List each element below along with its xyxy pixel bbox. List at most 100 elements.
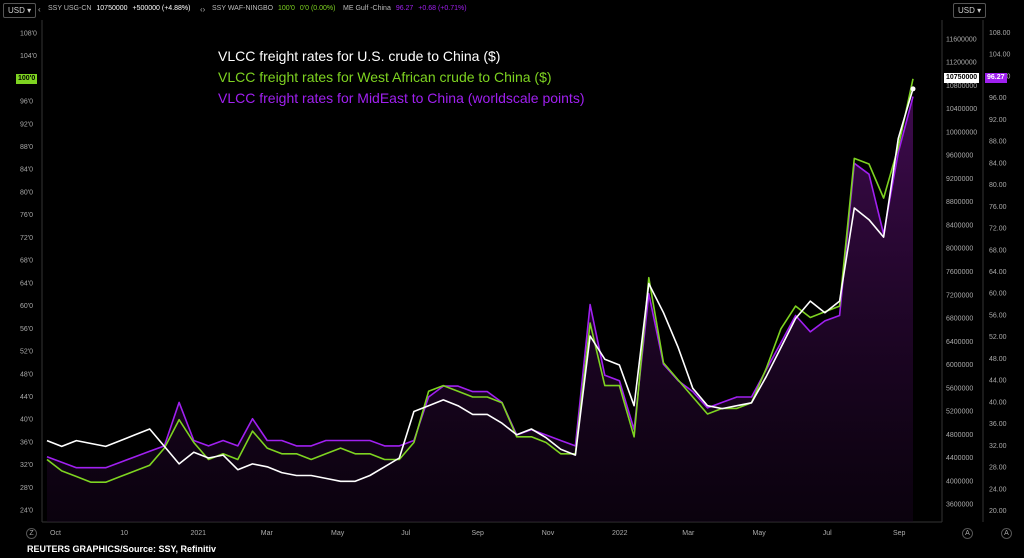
x-axis-tick: Nov xyxy=(542,530,555,537)
left-axis-tick: 28'0 xyxy=(20,485,33,492)
chevron-left-icon[interactable]: ‹ xyxy=(38,5,41,14)
right-axis-1-tick: 8400000 xyxy=(946,222,973,229)
ticker-change: 0'0 (0.00%) xyxy=(299,5,336,12)
right-axis-2-tick: 28.00 xyxy=(989,465,1007,472)
right-axis-2-tick: 32.00 xyxy=(989,443,1007,450)
x-axis-tick: Mar xyxy=(261,530,274,537)
ticker-waf[interactable]: SSY WAF-NINGBO 100'0 0'0 (0.00%) xyxy=(212,5,335,12)
mideast-area xyxy=(47,96,913,522)
left-axis-tick: 84'0 xyxy=(20,167,33,174)
ticker-symbol: ME Gulf -China xyxy=(343,5,391,12)
right-axis-2-tick: 20.00 xyxy=(989,508,1007,515)
right-axis-1-tick: 9200000 xyxy=(946,176,973,183)
right-axis-1-tick: 4800000 xyxy=(946,432,973,439)
left-axis-tick: 48'0 xyxy=(20,371,33,378)
right-axis-1-tick: 5600000 xyxy=(946,385,973,392)
left-axis-tick: 64'0 xyxy=(20,280,33,287)
x-axis-tick: 2022 xyxy=(612,530,628,537)
legend-item-waf: VLCC freight rates for West African crud… xyxy=(218,69,552,85)
x-axis-tick: May xyxy=(331,530,345,537)
right-axis-1-tick: 9600000 xyxy=(946,153,973,160)
series-line-1 xyxy=(46,78,914,483)
left-axis-tick: 56'0 xyxy=(20,326,33,333)
right-axis-2-tick: 104.00 xyxy=(989,52,1011,59)
current-value-tag-left: 100'0 xyxy=(16,74,38,84)
right-axis-2-tick: 72.00 xyxy=(989,226,1007,233)
right-axis-2-tick: 48.00 xyxy=(989,356,1007,363)
ticker-usg[interactable]: SSY USG-CN 10750000 +500000 (+4.88%) xyxy=(48,5,191,12)
right-axis-2-tick: 108.00 xyxy=(989,30,1011,37)
left-axis-tick: 40'0 xyxy=(20,417,33,424)
right-axis-2-tick: 60.00 xyxy=(989,291,1007,298)
right-axis-2-tick: 36.00 xyxy=(989,421,1007,428)
currency-select-right[interactable]: USD ▾ xyxy=(953,3,987,18)
x-axis-tick: May xyxy=(753,530,767,537)
right-axis-1-tick: 7600000 xyxy=(946,269,973,276)
right-axis-1-tick: 7200000 xyxy=(946,292,973,299)
legend-item-us: VLCC freight rates for U.S. crude to Chi… xyxy=(218,48,501,64)
auto-scale-icon[interactable]: A xyxy=(962,528,973,539)
ticker-change: +0.68 (+0.71%) xyxy=(418,5,467,12)
left-axis-tick: 52'0 xyxy=(20,349,33,356)
ticker-value: 100'0 xyxy=(278,5,295,12)
right-axis-2-tick: 96.00 xyxy=(989,95,1007,102)
right-axis-1-tick: 4000000 xyxy=(946,478,973,485)
right-axis-1-tick: 8800000 xyxy=(946,199,973,206)
right-axis-2-tick: 88.00 xyxy=(989,139,1007,146)
right-axis-1-tick: 3600000 xyxy=(946,502,973,509)
zoom-icon[interactable]: Z xyxy=(26,528,37,539)
series-line-0 xyxy=(46,88,914,483)
legend-item-mideast: VLCC freight rates for MidEast to China … xyxy=(218,90,585,106)
ticker-symbol: SSY USG-CN xyxy=(48,5,92,12)
auto-scale-icon-right[interactable]: A xyxy=(1001,528,1012,539)
right-axis-1-tick: 11600000 xyxy=(946,36,977,43)
chart-toolbar: USD ▾ ‹ SSY USG-CN 10750000 +500000 (+4.… xyxy=(0,0,1024,20)
left-axis-tick: 44'0 xyxy=(20,394,33,401)
right-axis-2-tick: 64.00 xyxy=(989,269,1007,276)
right-axis-2-tick: 40.00 xyxy=(989,399,1007,406)
right-axis-2-tick: 68.00 xyxy=(989,247,1007,254)
x-axis-tick: Jul xyxy=(823,530,832,537)
right-axis-2-tick: 84.00 xyxy=(989,160,1007,167)
right-axis-1-tick: 6400000 xyxy=(946,339,973,346)
ticker-value: 96.27 xyxy=(395,5,414,12)
left-axis-tick: 96'0 xyxy=(20,99,33,106)
right-axis-2-tick: 44.00 xyxy=(989,378,1007,385)
left-axis-tick: 104'0 xyxy=(20,53,37,60)
right-axis-2-tick: 80.00 xyxy=(989,182,1007,189)
source-credit: REUTERS GRAPHICS/Source: SSY, Refinitiv xyxy=(27,544,217,554)
right-axis-1-tick: 10800000 xyxy=(946,83,977,90)
series-end-marker xyxy=(910,86,916,92)
current-value-tag-right2: 96.27 xyxy=(985,73,1007,83)
chevron-right-icon[interactable]: ‹› xyxy=(200,5,206,14)
left-axis-tick: 24'0 xyxy=(20,508,33,515)
left-axis-tick: 108'0 xyxy=(20,30,37,37)
right-axis-2-tick: 92.00 xyxy=(989,117,1007,124)
right-axis-1-tick: 10400000 xyxy=(946,106,977,113)
x-axis-tick: Mar xyxy=(682,530,695,537)
x-axis-tick: Oct xyxy=(50,530,61,537)
left-axis-tick: 92'0 xyxy=(20,121,33,128)
right-axis-1-tick: 6000000 xyxy=(946,362,973,369)
currency-select-left[interactable]: USD ▾ xyxy=(3,3,37,18)
right-axis-1-tick: 6800000 xyxy=(946,316,973,323)
right-axis-2-tick: 56.00 xyxy=(989,312,1007,319)
x-axis-tick: Jul xyxy=(401,530,410,537)
left-axis-tick: 72'0 xyxy=(20,235,33,242)
ticker-change: +500000 (+4.88%) xyxy=(132,5,191,12)
current-value-tag-right1: 10750000 xyxy=(944,73,980,83)
chart-legend: VLCC freight rates for U.S. crude to Chi… xyxy=(218,46,584,109)
x-axis-tick: 2021 xyxy=(191,530,207,537)
left-axis-tick: 88'0 xyxy=(20,144,33,151)
right-axis-1-tick: 11200000 xyxy=(946,60,977,67)
right-axis-1-tick: 10000000 xyxy=(946,129,977,136)
left-axis-tick: 36'0 xyxy=(20,439,33,446)
currency-label: USD xyxy=(958,6,975,15)
x-axis-tick: 10 xyxy=(120,530,128,537)
ticker-symbol: SSY WAF-NINGBO xyxy=(212,5,274,12)
ticker-me-gulf[interactable]: ME Gulf -China 96.27 +0.68 (+0.71%) xyxy=(343,5,467,12)
ticker-value: 10750000 xyxy=(96,5,128,12)
series-line-2 xyxy=(46,96,914,469)
right-axis-1-tick: 8000000 xyxy=(946,246,973,253)
